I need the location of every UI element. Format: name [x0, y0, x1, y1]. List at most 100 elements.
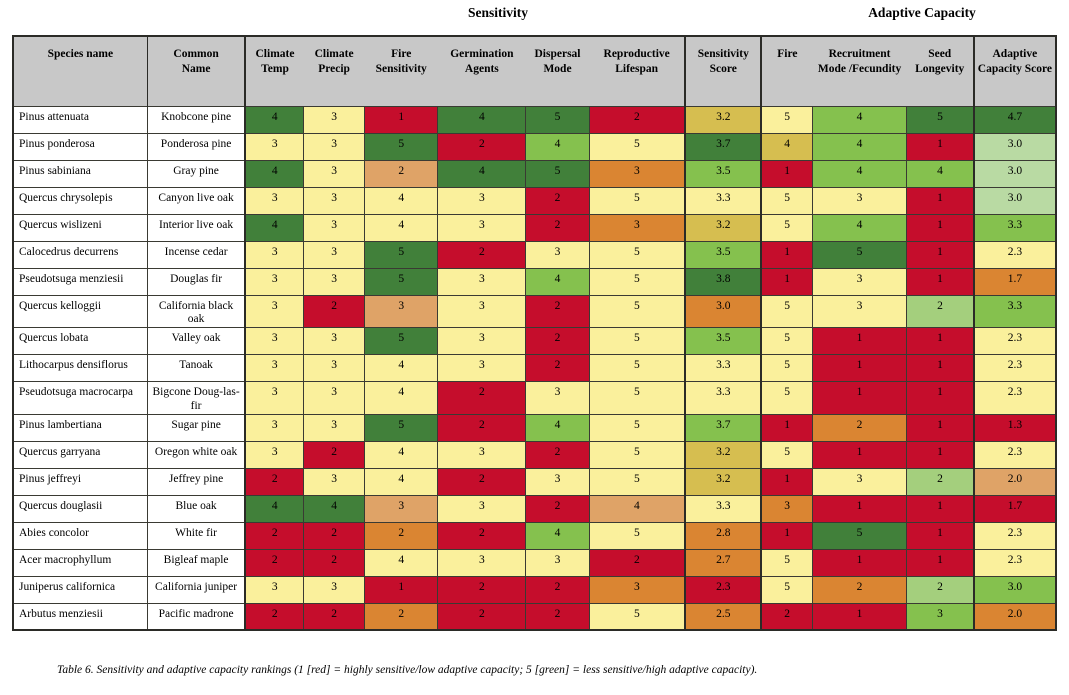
cell-fire: 2 — [760, 602, 813, 631]
cell-climate_precip: 3 — [303, 413, 366, 442]
cell-reproductive_lifespan: 5 — [588, 602, 686, 631]
cell-fire_sensitivity: 4 — [364, 440, 439, 469]
common-name-cell: Pacific madrone — [146, 602, 246, 631]
cell-adaptive_capacity_score: 2.3 — [972, 240, 1057, 269]
cell-fire_sensitivity: 4 — [364, 381, 439, 415]
cell-germination_agents: 3 — [437, 294, 527, 329]
species-name-cell: Pinus lambertiana — [12, 413, 148, 442]
species-name-cell: Pinus sabiniana — [12, 159, 148, 188]
cell-seed_longevity: 1 — [906, 521, 975, 550]
species-name-cell: Calocedrus decurrens — [12, 240, 148, 269]
cell-climate_temp: 3 — [244, 186, 305, 215]
table-row: Pinus jeffreyi Jeffrey pine 2 3 4 2 3 5 3.2 1 3 2 2.… — [12, 467, 1057, 496]
cell-germination_agents: 3 — [437, 354, 527, 383]
cell-climate_temp: 4 — [244, 494, 305, 523]
cell-reproductive_lifespan: 5 — [588, 521, 686, 550]
cell-germination_agents: 2 — [437, 575, 527, 604]
cell-fire_sensitivity: 3 — [364, 494, 439, 523]
cell-dispersal_mode: 2 — [525, 213, 590, 242]
cell-dispersal_mode: 3 — [525, 381, 590, 415]
cell-fire_sensitivity: 5 — [364, 132, 439, 161]
cell-seed_longevity: 2 — [906, 467, 975, 496]
cell-fire_sensitivity: 5 — [364, 240, 439, 269]
species-name-cell: Pinus ponderosa — [12, 132, 148, 161]
table-row: Pinus ponderosa Ponderosa pine 3 3 5 2 4 5 3.7 4 4… — [12, 132, 1057, 161]
cell-germination_agents: 3 — [437, 494, 527, 523]
adaptive-capacity-group-title: Adaptive Capacity — [868, 5, 976, 20]
cell-climate_precip: 3 — [303, 105, 366, 134]
common-name-cell: California juniper — [146, 575, 246, 604]
cell-climate_temp: 3 — [244, 575, 305, 604]
cell-adaptive_capacity_score: 1.7 — [972, 267, 1057, 296]
cell-recruitment_mode: 4 — [811, 132, 908, 161]
column-header-climate_precip: Climate Precip — [303, 36, 365, 106]
cell-adaptive_capacity_score: 3.0 — [972, 186, 1057, 215]
cell-recruitment_mode: 4 — [811, 159, 908, 188]
column-header-climate_temp: Climate Temp — [244, 36, 304, 106]
cell-climate_precip: 3 — [303, 132, 366, 161]
cell-sensitivity_score: 3.2 — [684, 440, 762, 469]
cell-sensitivity_score: 2.3 — [684, 575, 762, 604]
cell-sensitivity_score: 3.7 — [684, 132, 762, 161]
cell-fire_sensitivity: 1 — [364, 105, 439, 134]
cell-fire: 5 — [760, 575, 813, 604]
table-row: Lithocarpus densiflorus Tanoak 3 3 4 3 2 5 3.3 5 1… — [12, 354, 1057, 383]
table-row: Quercus chrysolepis Canyon live oak 3 3 4 3 2 5… — [12, 186, 1057, 215]
cell-adaptive_capacity_score: 2.3 — [972, 327, 1057, 356]
common-name-cell: Bigleaf maple — [146, 548, 246, 577]
cell-adaptive_capacity_score: 2.3 — [972, 381, 1057, 415]
cell-sensitivity_score: 3.5 — [684, 159, 762, 188]
cell-reproductive_lifespan: 5 — [588, 467, 686, 496]
table-row: Acer macrophyllum Bigleaf maple 2 2 4 3 3 2 2.7 5… — [12, 548, 1057, 577]
cell-climate_temp: 3 — [244, 327, 305, 356]
cell-climate_precip: 2 — [303, 294, 366, 329]
cell-reproductive_lifespan: 4 — [588, 494, 686, 523]
common-name-cell: California black oak — [146, 294, 246, 329]
cell-dispersal_mode: 2 — [525, 354, 590, 383]
cell-dispersal_mode: 4 — [525, 521, 590, 550]
cell-fire: 5 — [760, 213, 813, 242]
common-name-cell: Incense cedar — [146, 240, 246, 269]
cell-dispersal_mode: 4 — [525, 413, 590, 442]
cell-climate_temp: 3 — [244, 440, 305, 469]
cell-reproductive_lifespan: 2 — [588, 548, 686, 577]
column-header-species_name: Species name — [13, 36, 148, 106]
cell-reproductive_lifespan: 5 — [588, 132, 686, 161]
cell-fire_sensitivity: 2 — [364, 602, 439, 631]
cell-fire_sensitivity: 4 — [364, 186, 439, 215]
cell-germination_agents: 2 — [437, 240, 527, 269]
cell-climate_precip: 2 — [303, 521, 366, 550]
cell-recruitment_mode: 1 — [811, 602, 908, 631]
cell-dispersal_mode: 3 — [525, 548, 590, 577]
common-name-cell: Interior live oak — [146, 213, 246, 242]
cell-sensitivity_score: 2.8 — [684, 521, 762, 550]
cell-recruitment_mode: 1 — [811, 548, 908, 577]
table-row: Pinus attenuata Knobcone pine 4 3 1 4 5 2 3.2 5 4 5… — [12, 105, 1057, 134]
species-name-cell: Quercus douglasii — [12, 494, 148, 523]
cell-climate_precip: 3 — [303, 240, 366, 269]
species-name-cell: Acer macrophyllum — [12, 548, 148, 577]
species-name-cell: Arbutus menziesii — [12, 602, 148, 631]
cell-climate_precip: 3 — [303, 213, 366, 242]
cell-sensitivity_score: 3.0 — [684, 294, 762, 329]
cell-germination_agents: 2 — [437, 521, 527, 550]
common-name-cell: Valley oak — [146, 327, 246, 356]
cell-fire_sensitivity: 5 — [364, 327, 439, 356]
cell-fire_sensitivity: 4 — [364, 354, 439, 383]
cell-reproductive_lifespan: 5 — [588, 327, 686, 356]
cell-dispersal_mode: 4 — [525, 267, 590, 296]
cell-fire_sensitivity: 5 — [364, 267, 439, 296]
column-header-fire_sensitivity: Fire Sensitivity — [364, 36, 438, 106]
cell-reproductive_lifespan: 3 — [588, 575, 686, 604]
cell-reproductive_lifespan: 5 — [588, 440, 686, 469]
column-header-seed_longevity: Seed Longevity — [906, 36, 974, 106]
cell-climate_temp: 2 — [244, 521, 305, 550]
table-row: Pinus sabiniana Gray pine 4 3 2 4 5 3 3.5 1 4 4 3.0 — [12, 159, 1057, 188]
cell-recruitment_mode: 5 — [811, 240, 908, 269]
cell-fire_sensitivity: 4 — [364, 548, 439, 577]
table-row: Pseudotsuga macrocarpa Bigcone Doug-las-f… — [12, 381, 1057, 415]
cell-germination_agents: 3 — [437, 327, 527, 356]
cell-adaptive_capacity_score: 3.3 — [972, 294, 1057, 329]
cell-adaptive_capacity_score: 2.3 — [972, 548, 1057, 577]
cell-recruitment_mode: 3 — [811, 186, 908, 215]
